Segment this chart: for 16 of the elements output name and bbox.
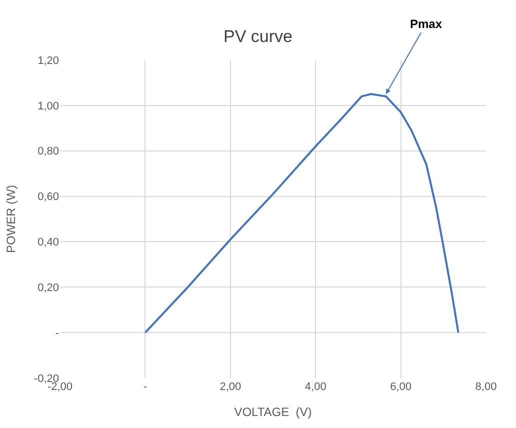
x-tick-label: 6,00 <box>390 381 412 393</box>
y-tick-label: 0,20 <box>38 282 59 294</box>
y-axis-title: POWER (W) <box>4 185 18 253</box>
x-tick-label: - <box>143 381 148 393</box>
y-tick-label: - <box>55 327 60 340</box>
x-tick-label: 2,00 <box>220 381 242 393</box>
x-tick-label: 8,00 <box>475 381 497 393</box>
y-tick-label: 0,40 <box>38 236 59 249</box>
x-axis-title: VOLTAGE (V) <box>234 404 312 419</box>
y-tick-label: 0,80 <box>38 146 59 158</box>
y-tick-label: 0,60 <box>38 191 59 204</box>
annotation: Pmax <box>410 17 442 31</box>
chart-title: PV curve <box>224 26 292 46</box>
y-tick-label: 1,00 <box>38 100 59 112</box>
y-tick-label: 1,20 <box>38 54 59 67</box>
x-tick-label: 4,00 <box>304 381 326 393</box>
